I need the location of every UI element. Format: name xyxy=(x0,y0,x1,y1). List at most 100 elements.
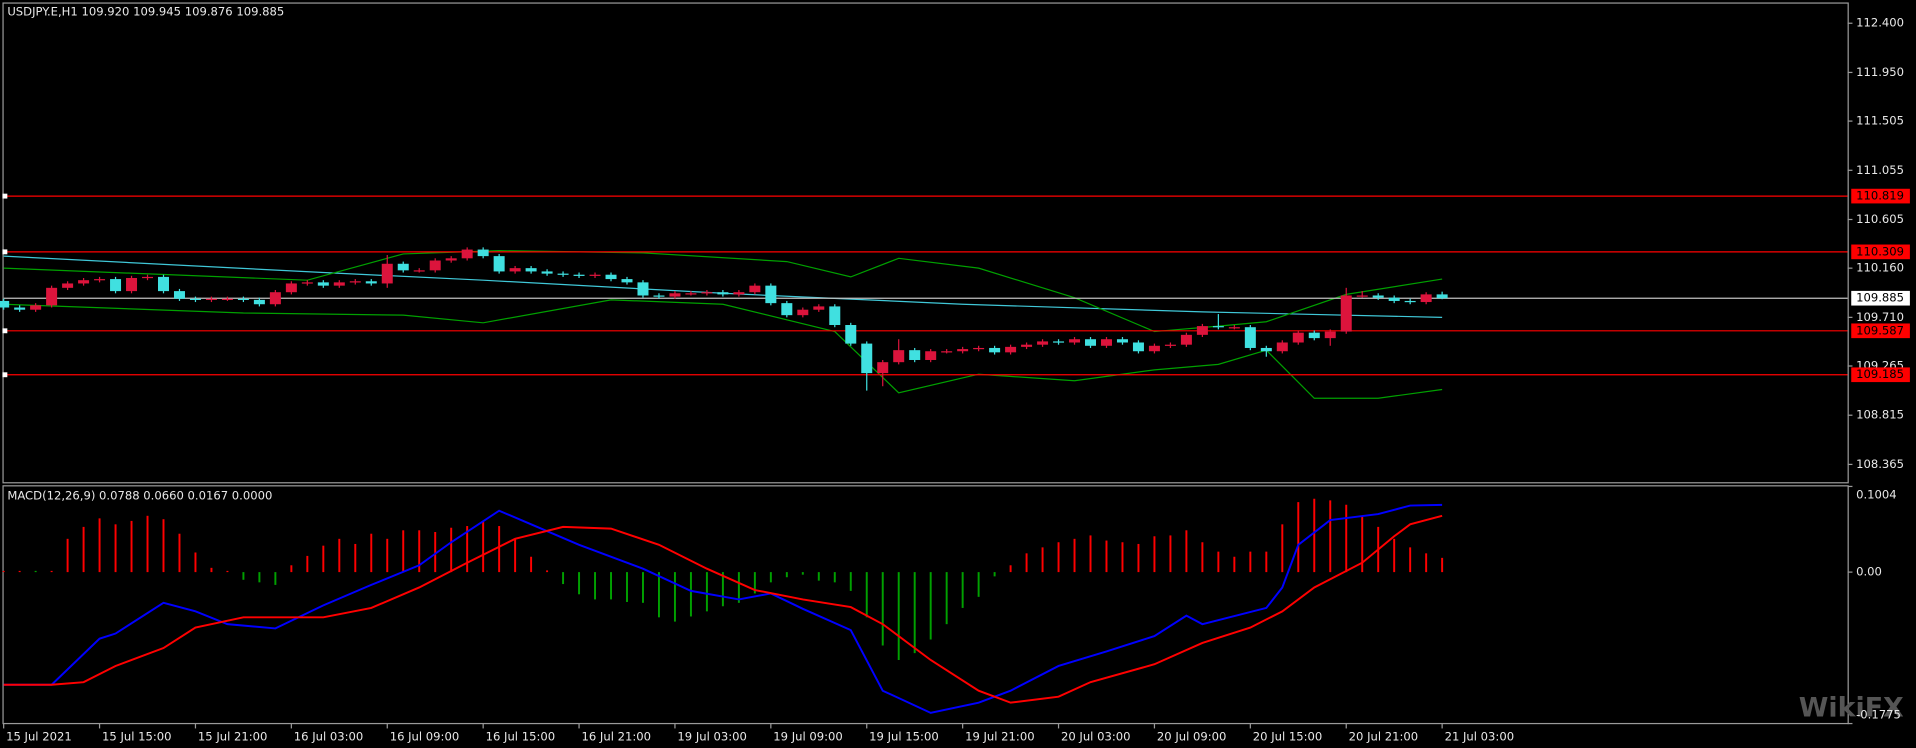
candle-body xyxy=(381,263,393,284)
macd-line xyxy=(3,514,1443,704)
candle-body xyxy=(1005,346,1017,353)
watermark: WikiFX xyxy=(1799,692,1904,723)
level-label: 109.185 xyxy=(1856,367,1904,381)
candle-body xyxy=(989,347,1001,353)
candle-body xyxy=(845,325,857,344)
candle-body xyxy=(749,285,761,293)
x-tick-label: 16 Jul 21:00 xyxy=(581,729,651,743)
level-label-bg xyxy=(1851,367,1910,383)
candle-body xyxy=(829,306,841,326)
candle-body xyxy=(413,270,425,272)
level-handle xyxy=(2,193,8,199)
y-tick-label: 110.605 xyxy=(1856,212,1904,226)
level-label-bg xyxy=(1851,188,1910,204)
x-tick-label: 19 Jul 21:00 xyxy=(965,729,1035,743)
candle-body xyxy=(1116,339,1128,343)
candle-body xyxy=(1308,332,1320,339)
x-tick-label: 15 Jul 21:00 xyxy=(198,729,268,743)
candle-body xyxy=(733,292,745,295)
candle-body xyxy=(1228,327,1240,329)
candle-body xyxy=(1100,339,1112,346)
level-label: 110.309 xyxy=(1856,244,1904,258)
level-label: 110.819 xyxy=(1856,189,1904,203)
candle-body xyxy=(269,292,281,305)
candle-body xyxy=(429,260,441,271)
candle-body xyxy=(142,276,154,279)
candle-body xyxy=(1132,342,1144,352)
candle-body xyxy=(1372,295,1384,298)
candle-body xyxy=(605,274,617,280)
x-tick-label: 20 Jul 03:00 xyxy=(1061,729,1131,743)
candle-body xyxy=(1037,341,1049,345)
candle-body xyxy=(685,293,697,295)
y-tick-label: 110.160 xyxy=(1856,261,1904,275)
candle-body xyxy=(157,276,169,292)
candle-body xyxy=(941,351,953,353)
level-label-bg xyxy=(1851,244,1910,260)
candle-body xyxy=(110,279,122,292)
candle-body xyxy=(1420,294,1432,303)
candle-body xyxy=(173,291,185,299)
candle-body xyxy=(253,299,265,305)
candle-body xyxy=(1356,295,1368,297)
candle-body xyxy=(701,292,713,294)
candle-body xyxy=(1388,297,1400,301)
candle-body xyxy=(126,277,138,292)
y-tick-label: 112.400 xyxy=(1856,16,1904,30)
candle-body xyxy=(78,280,90,284)
x-tick-label: 16 Jul 09:00 xyxy=(390,729,460,743)
candle-body xyxy=(925,351,937,360)
candle-body xyxy=(1244,327,1256,348)
x-tick-label: 21 Jul 03:00 xyxy=(1445,729,1515,743)
x-tick-label: 20 Jul 21:00 xyxy=(1349,729,1419,743)
candle-body xyxy=(557,273,569,275)
level-label: 109.587 xyxy=(1856,323,1904,337)
candle-body xyxy=(541,271,553,274)
candle-body xyxy=(46,287,58,306)
candle-body xyxy=(365,281,377,284)
candle-body xyxy=(285,283,297,293)
candle-body xyxy=(1196,326,1208,335)
candle-body xyxy=(317,282,329,286)
price-header: USDJPY.E,H1 109.920 109.945 109.876 109.… xyxy=(7,5,284,19)
x-tick-label: 15 Jul 15:00 xyxy=(102,729,172,743)
candle-body xyxy=(765,285,777,304)
macd-header: MACD(12,26,9) 0.0788 0.0660 0.0167 0.000… xyxy=(7,489,272,503)
candle-body xyxy=(397,263,409,271)
candle-body xyxy=(877,362,889,374)
candle-body xyxy=(1148,345,1160,352)
level-handle xyxy=(2,372,8,378)
x-tick-label: 19 Jul 15:00 xyxy=(869,729,939,743)
candle-body xyxy=(301,282,313,284)
x-tick-label: 16 Jul 03:00 xyxy=(294,729,364,743)
x-tick-label: 15 Jul 2021 xyxy=(6,729,72,743)
candle-body xyxy=(189,298,201,300)
candle-body xyxy=(1404,300,1416,303)
candle-body xyxy=(333,282,345,286)
candle-body xyxy=(221,298,233,300)
candle-body xyxy=(813,306,825,310)
x-tick-label: 20 Jul 15:00 xyxy=(1253,729,1323,743)
candle-body xyxy=(669,293,681,297)
candle-body xyxy=(1180,334,1192,345)
y-tick-label: -0.1775 xyxy=(1856,707,1901,721)
candle-body xyxy=(1069,339,1081,343)
y-tick-label: 111.055 xyxy=(1856,163,1904,177)
candle-body xyxy=(205,298,217,300)
bid-label-bg xyxy=(1851,290,1910,306)
candle-body xyxy=(1212,326,1224,328)
candle-body xyxy=(1053,341,1065,343)
candle-body xyxy=(1021,344,1033,347)
candle-body xyxy=(62,283,74,288)
y-tick-label: 111.505 xyxy=(1856,114,1904,128)
candle-body xyxy=(1340,295,1352,332)
candle-body xyxy=(94,279,106,281)
candle-body xyxy=(589,274,601,276)
candle-body xyxy=(477,249,489,257)
candle-body xyxy=(445,258,457,261)
y-tick-label: 109.710 xyxy=(1856,310,1904,324)
candle-body xyxy=(14,307,26,310)
macd-panel-frame xyxy=(2,485,1849,725)
